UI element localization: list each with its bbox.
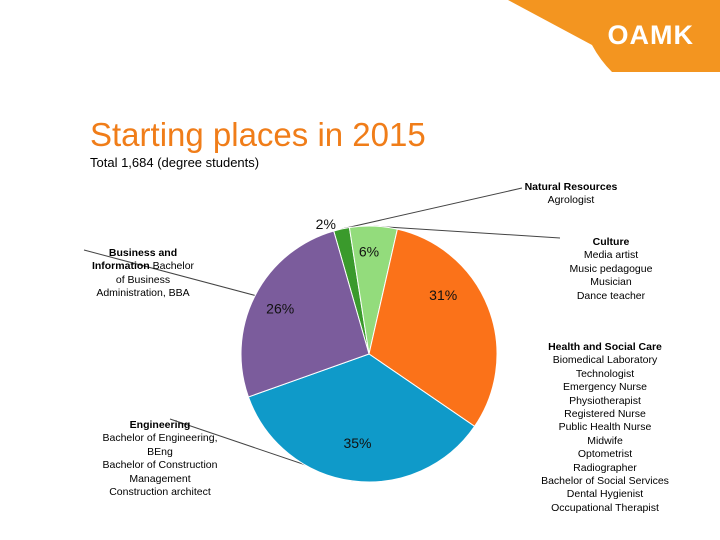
label-title: Culture <box>592 236 630 248</box>
orange-corner-shape <box>508 0 720 72</box>
label-detail: Occupational Therapist <box>551 501 659 514</box>
pie-value-label: 26% <box>266 300 294 316</box>
label-detail: Bachelor of Engineering, <box>102 432 218 445</box>
label-detail: Registered Nurse <box>564 408 646 421</box>
label-detail: Dental Hygienist <box>566 488 644 501</box>
pie-slice-engineering <box>247 353 476 483</box>
oamk-logo: OAMK <box>607 20 694 50</box>
pie-value-label: 6% <box>359 244 379 260</box>
label-detail: Bachelor of Social Services <box>541 475 669 488</box>
label-detail: Physiotherapist <box>569 394 641 407</box>
label-detail: Midwife <box>587 434 623 447</box>
label-detail: of Business <box>115 273 171 286</box>
label-detail: Optometrist <box>577 448 633 461</box>
label-natural-resources: Natural Resources Agrologist <box>500 181 642 208</box>
label-detail: Biomedical Laboratory <box>552 354 658 367</box>
pie-value-label: 2% <box>316 216 336 232</box>
pie-value-label: 35% <box>343 435 371 451</box>
label-business-information: Business and Information Bachelor of Bus… <box>84 247 202 301</box>
leader-line <box>341 187 523 230</box>
label-detail: Media artist <box>583 249 639 262</box>
label-detail: Public Health Nurse <box>558 421 652 434</box>
label-engineering: Engineering Bachelor of Engineering, BEn… <box>90 419 230 499</box>
chart-title: Starting places in 2015 <box>90 116 426 153</box>
leader-line <box>373 225 561 239</box>
pie-slice-health-and-social-care <box>368 228 498 428</box>
label-detail: Dance teacher <box>576 289 646 302</box>
label-detail: Music pedagogue <box>569 262 653 275</box>
label-detail: Construction architect <box>109 486 211 499</box>
label-title: Engineering <box>129 419 191 431</box>
label-health-social-care: Health and Social Care Biomedical Labora… <box>526 341 684 515</box>
label-detail: Administration, BBA <box>96 287 190 300</box>
label-title: Health and Social Care <box>548 341 662 353</box>
label-detail: Radiographer <box>573 461 637 474</box>
pie-slice-business-and-information <box>240 230 370 398</box>
pie-value-label: 31% <box>429 287 457 303</box>
label-detail: Technologist <box>575 367 635 380</box>
label-title: Business and Information <box>91 247 178 273</box>
label-detail: BEng <box>147 445 173 458</box>
label-culture: Culture Media artist Music pedagogue Mus… <box>540 236 682 303</box>
label-detail: Bachelor <box>152 260 195 273</box>
label-detail: Emergency Nurse <box>562 381 648 394</box>
leader-line <box>83 249 256 296</box>
orange-corner-banner: OAMK <box>508 0 720 72</box>
label-detail: Musician <box>590 276 632 289</box>
label-detail: Management <box>129 472 191 485</box>
label-detail: Bachelor of Construction <box>102 459 218 472</box>
label-title: Natural Resources <box>524 181 618 193</box>
chart-subtitle: Total 1,684 (degree students) <box>90 155 260 170</box>
label-detail: Agrologist <box>547 194 595 207</box>
